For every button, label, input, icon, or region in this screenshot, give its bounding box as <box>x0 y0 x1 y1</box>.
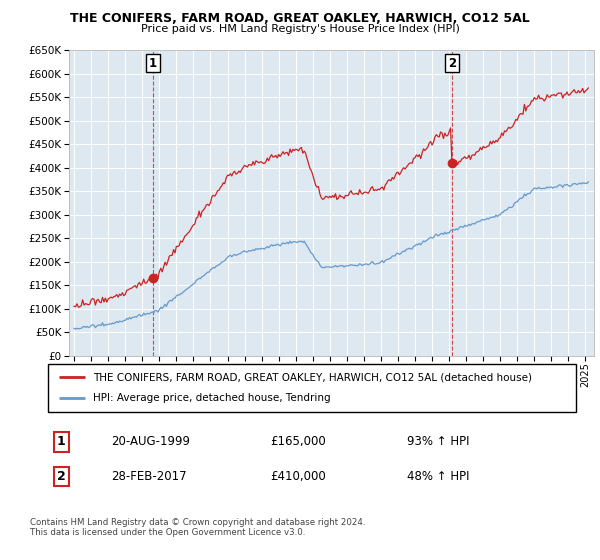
Text: 28-FEB-2017: 28-FEB-2017 <box>112 470 187 483</box>
Text: HPI: Average price, detached house, Tendring: HPI: Average price, detached house, Tend… <box>93 393 331 403</box>
Text: £410,000: £410,000 <box>270 470 326 483</box>
Text: 1: 1 <box>149 57 157 69</box>
Text: 2: 2 <box>57 470 65 483</box>
Text: 20-AUG-1999: 20-AUG-1999 <box>112 435 190 449</box>
Text: £165,000: £165,000 <box>270 435 326 449</box>
Text: Price paid vs. HM Land Registry's House Price Index (HPI): Price paid vs. HM Land Registry's House … <box>140 24 460 34</box>
Text: THE CONIFERS, FARM ROAD, GREAT OAKLEY, HARWICH, CO12 5AL: THE CONIFERS, FARM ROAD, GREAT OAKLEY, H… <box>70 12 530 25</box>
Text: Contains HM Land Registry data © Crown copyright and database right 2024.
This d: Contains HM Land Registry data © Crown c… <box>30 518 365 538</box>
Text: 48% ↑ HPI: 48% ↑ HPI <box>407 470 470 483</box>
Text: THE CONIFERS, FARM ROAD, GREAT OAKLEY, HARWICH, CO12 5AL (detached house): THE CONIFERS, FARM ROAD, GREAT OAKLEY, H… <box>93 372 532 382</box>
Text: 1: 1 <box>57 435 65 449</box>
Text: 93% ↑ HPI: 93% ↑ HPI <box>407 435 470 449</box>
Text: 2: 2 <box>448 57 456 69</box>
